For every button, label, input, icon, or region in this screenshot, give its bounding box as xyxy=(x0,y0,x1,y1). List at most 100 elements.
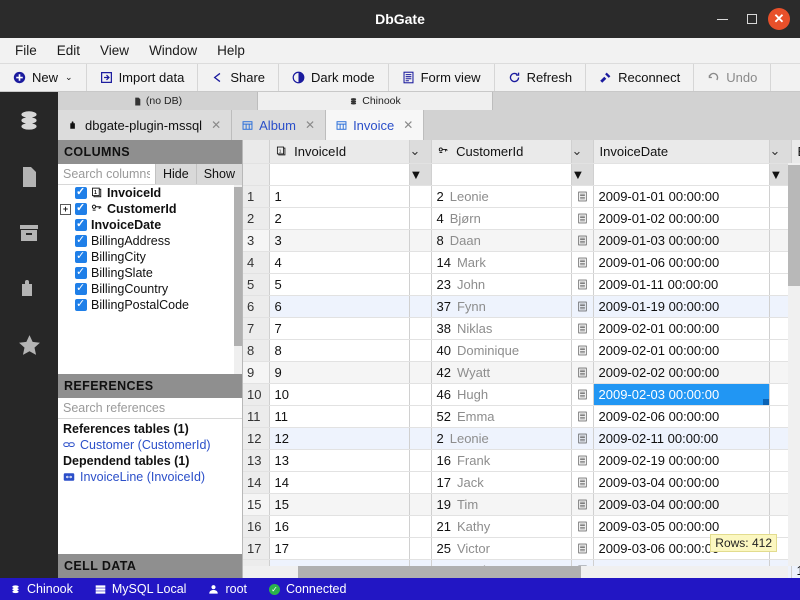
column-item-billingaddress[interactable]: BillingAddress xyxy=(58,233,242,249)
cell-invoiceid[interactable]: 15 xyxy=(269,493,410,516)
cell-invoicedate[interactable]: 2009-01-06 00:00:00 xyxy=(593,251,770,274)
menu-item-file[interactable]: File xyxy=(15,43,37,58)
rail-item-databases[interactable] xyxy=(14,106,44,136)
cell-customerid[interactable]: 4 Bjørn xyxy=(431,207,572,230)
column-item-billingslate[interactable]: BillingSlate xyxy=(58,265,242,281)
cell-invoicedate[interactable]: 2009-02-11 00:00:00 xyxy=(593,427,770,450)
cell-invoiceid[interactable]: 17 xyxy=(269,537,410,560)
column-checkbox[interactable] xyxy=(75,217,87,231)
column-checkbox[interactable] xyxy=(75,201,87,215)
cell-customerid[interactable]: 25 Victor xyxy=(431,537,572,560)
cell-customerid[interactable]: 16 Frank xyxy=(431,449,572,472)
row-number-cell[interactable]: 13 xyxy=(243,449,270,472)
status-server[interactable]: MySQL Local xyxy=(95,582,186,596)
cell-invoiceid[interactable]: 7 xyxy=(269,317,410,340)
column-checkbox[interactable] xyxy=(75,249,87,263)
tree-expand-icon[interactable]: + xyxy=(60,203,71,215)
rail-item-favorites[interactable] xyxy=(14,330,44,360)
column-item-billingcountry[interactable]: BillingCountry xyxy=(58,281,242,297)
column-header-invoicedate[interactable]: InvoiceDate xyxy=(593,140,770,164)
rail-item-plugins[interactable] xyxy=(14,274,44,304)
expand-detail-icon[interactable] xyxy=(571,383,594,406)
cell-customerid[interactable]: 19 Tim xyxy=(431,493,572,516)
status-user[interactable]: root xyxy=(208,582,247,596)
cell-invoicedate[interactable]: 2009-01-11 00:00:00 xyxy=(593,273,770,296)
rail-item-archive[interactable] xyxy=(14,218,44,248)
cell-invoicedate[interactable]: 2009-01-03 00:00:00 xyxy=(593,229,770,252)
status-database[interactable]: Chinook xyxy=(10,582,73,596)
reference-item-invoiceline[interactable]: InvoiceLine (InvoiceId) xyxy=(58,469,242,485)
reference-item-customer[interactable]: Customer (CustomerId) xyxy=(58,437,242,453)
db-tab-chinook[interactable]: Chinook xyxy=(258,92,493,110)
cell-invoiceid[interactable]: 16 xyxy=(269,515,410,538)
hide-columns-button[interactable]: Hide xyxy=(155,164,196,184)
tab-dbgate-plugin-mssql[interactable]: dbgate-plugin-mssql ✕ xyxy=(58,110,233,140)
dark-mode-button[interactable]: Dark mode xyxy=(279,64,389,91)
row-number-cell[interactable]: 16 xyxy=(243,515,270,538)
cell-invoicedate[interactable]: 2009-03-05 00:00:00 xyxy=(593,515,770,538)
cell-customerid[interactable]: 2 Leonie xyxy=(431,185,572,208)
grid-horizontal-scrollbar[interactable] xyxy=(243,566,788,578)
row-number-cell[interactable]: 3 xyxy=(243,229,270,252)
filter-input-customerid[interactable] xyxy=(431,164,570,184)
row-number-cell[interactable]: 9 xyxy=(243,361,270,384)
expand-detail-icon[interactable] xyxy=(571,317,594,340)
column-item-invoicedate[interactable]: InvoiceDate xyxy=(58,217,242,233)
undo-button[interactable]: Undo xyxy=(694,64,772,91)
menu-item-help[interactable]: Help xyxy=(217,43,245,58)
columns-list-scrollbar[interactable] xyxy=(234,185,242,374)
db-tab-no-db[interactable]: (no DB) xyxy=(58,92,258,110)
form-view-button[interactable]: Form view xyxy=(389,64,495,91)
expand-detail-icon[interactable] xyxy=(571,273,594,296)
tab-album[interactable]: Album ✕ xyxy=(232,110,327,140)
cell-customerid[interactable]: 8 Daan xyxy=(431,229,572,252)
row-number-cell[interactable]: 1 xyxy=(243,185,270,208)
cell-invoicedate[interactable]: 2009-02-01 00:00:00 xyxy=(593,317,770,340)
row-number-cell[interactable]: 11 xyxy=(243,405,270,428)
columns-list-scrollbar-thumb[interactable] xyxy=(234,187,242,346)
row-number-cell[interactable]: 14 xyxy=(243,471,270,494)
expand-detail-icon[interactable] xyxy=(571,295,594,318)
filter-cell-invoiceid[interactable] xyxy=(269,163,410,186)
cell-invoicedate[interactable]: 2009-03-04 00:00:00 xyxy=(593,493,770,516)
import-data-button[interactable]: Import data xyxy=(87,64,199,91)
cell-invoiceid[interactable]: 10 xyxy=(269,383,410,406)
share-button[interactable]: Share xyxy=(198,64,280,91)
filter-input-invoicedate[interactable] xyxy=(593,164,768,184)
expand-detail-icon[interactable] xyxy=(571,427,594,450)
cell-customerid[interactable]: 42 Wyatt xyxy=(431,361,572,384)
expand-detail-icon[interactable] xyxy=(571,361,594,384)
refresh-button[interactable]: Refresh xyxy=(495,64,587,91)
cell-customerid[interactable]: 46 Hugh xyxy=(431,383,572,406)
cell-invoicedate[interactable]: 2009-03-04 00:00:00 xyxy=(593,471,770,494)
expand-detail-icon[interactable] xyxy=(571,449,594,472)
filter-button-invoiceid[interactable]: ▼ xyxy=(409,163,432,186)
row-number-cell[interactable]: 7 xyxy=(243,317,270,340)
row-number-cell[interactable]: 4 xyxy=(243,251,270,274)
cell-customerid[interactable]: 2 Leonie xyxy=(431,427,572,450)
filter-input-invoiceid[interactable] xyxy=(269,164,408,184)
cell-invoicedate[interactable]: 2009-02-03 00:00:00 xyxy=(593,383,770,406)
cell-invoicedate[interactable]: 2009-02-02 00:00:00 xyxy=(593,361,770,384)
cell-invoiceid[interactable]: 13 xyxy=(269,449,410,472)
column-menu-customerid[interactable]: ⌄ xyxy=(571,140,594,164)
row-number-cell[interactable]: 2 xyxy=(243,207,270,230)
close-icon[interactable]: ✕ xyxy=(403,118,414,132)
row-number-cell[interactable]: 6 xyxy=(243,295,270,318)
cell-invoiceid[interactable]: 2 xyxy=(269,207,410,230)
expand-detail-icon[interactable] xyxy=(571,251,594,274)
menu-item-edit[interactable]: Edit xyxy=(56,43,81,58)
cell-invoiceid[interactable]: 6 xyxy=(269,295,410,318)
cell-customerid[interactable]: 17 Jack xyxy=(431,471,572,494)
tab-invoice[interactable]: Invoice ✕ xyxy=(326,110,425,140)
show-columns-button[interactable]: Show xyxy=(195,164,242,184)
cell-customerid[interactable]: 37 Fynn xyxy=(431,295,572,318)
cell-customerid[interactable]: 38 Niklas xyxy=(431,317,572,340)
cell-invoicedate[interactable]: 2009-01-19 00:00:00 xyxy=(593,295,770,318)
close-button[interactable]: ✕ xyxy=(768,8,790,30)
status-connection[interactable]: ✓ Connected xyxy=(269,582,346,596)
cell-customerid[interactable]: 14 Mark xyxy=(431,251,572,274)
